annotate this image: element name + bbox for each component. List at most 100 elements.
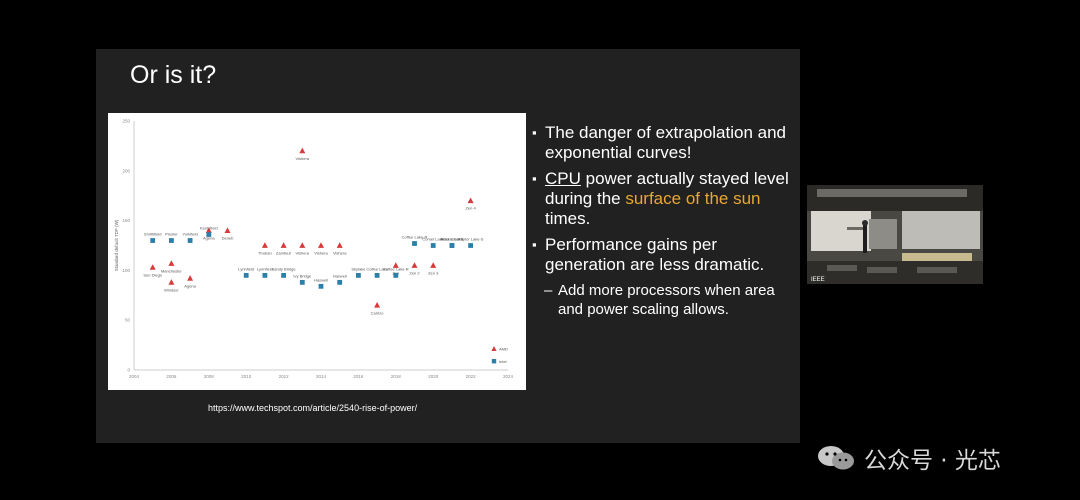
amd-point-label: Zen 2	[409, 270, 420, 275]
amd-data-point	[187, 275, 194, 281]
x-tick-label: 2020	[428, 374, 439, 379]
intel-data-point	[243, 272, 249, 278]
intel-data-point	[449, 243, 455, 248]
amd-point-label: Zen	[392, 270, 399, 275]
intel-data-point	[150, 238, 156, 243]
intel-point-label: Coffee Lake	[366, 266, 388, 271]
sub-bullet-text: Add more processors when area and power …	[558, 282, 775, 318]
y-tick-label: 250	[122, 119, 130, 124]
bullet-list: The danger of extrapolation and exponent…	[532, 123, 794, 319]
intel-data-point	[356, 272, 361, 278]
intel-point-label: Haswell	[314, 277, 328, 282]
amd-data-point	[224, 227, 231, 233]
tdp-scatter-chart: 0 50 100 150 200 250 2004 2006 2008 2010 2012 2014 2…	[114, 119, 514, 380]
lecture-hall-scene: IEEE	[807, 185, 983, 284]
intel-data-point	[187, 238, 193, 243]
amd-point-label: Deneb	[222, 236, 235, 241]
amd-data-point	[467, 197, 474, 204]
wechat-icon	[818, 446, 854, 470]
amd-point-label: Vishera	[296, 156, 310, 161]
amd-data-point	[299, 147, 306, 154]
intel-point-label: Rocket Lake	[441, 237, 464, 242]
bullet-item: Performance gains per generation are les…	[532, 235, 794, 275]
y-tick-label: 150	[122, 218, 130, 223]
intel-data-point	[262, 272, 268, 278]
amd-data-point	[411, 262, 418, 268]
intel-point-label: Coffee Lake-R	[402, 235, 428, 240]
chart-panel: 0 50 100 150 200 250 2004 2006 2008 2010 2012 2014 2…	[108, 113, 526, 390]
amd-data-point	[149, 264, 156, 270]
wechat-watermark: 公众号 · 光芯	[816, 441, 1001, 475]
intel-data-point	[281, 272, 286, 278]
intel-point-label: Kentsfield	[200, 226, 218, 231]
y-tick-label: 0	[127, 368, 130, 373]
intel-data-point	[412, 241, 417, 246]
y-tick-label: 100	[122, 268, 130, 273]
bullet-item: CPU power actually stayed level during t…	[532, 169, 794, 229]
intel-data-point	[206, 232, 212, 237]
x-tick-label: 2010	[241, 374, 252, 379]
bullet-text: times.	[545, 209, 591, 228]
amd-data-point	[299, 242, 306, 248]
intel-point-label: Skylake	[351, 266, 366, 271]
y-tick-label: 50	[125, 318, 131, 323]
intel-point-label: Coffee Lake-R	[383, 266, 409, 271]
intel-point-label: Ivy Bridge	[293, 273, 312, 278]
bullet-text: power actually stayed level during the	[545, 169, 789, 208]
amd-data-point	[205, 227, 212, 233]
slide-title: Or is it?	[130, 61, 217, 89]
amd-point-label: Vishera	[314, 251, 328, 256]
bullet-text: surface of the sun	[625, 189, 761, 208]
x-tick-label: 2022	[466, 374, 477, 379]
amd-data-point	[318, 242, 324, 248]
video-overlay-label: IEEE	[811, 277, 825, 283]
intel-data-point	[169, 238, 174, 243]
watermark-text: 公众号 · 光芯	[864, 448, 1001, 474]
y-axis-label: Standard default TDP (W)	[114, 219, 119, 271]
amd-data-point	[168, 279, 175, 285]
amd-point-label: Agena	[184, 283, 196, 288]
bullet-text: The danger of extrapolation and exponent…	[545, 123, 787, 162]
x-tick-label: 2006	[166, 374, 177, 379]
intel-data-point	[318, 283, 324, 289]
intel-point-label: Haswell	[333, 273, 347, 278]
x-tick-label: 2016	[353, 374, 364, 379]
intel-point-label: Raptor Lake-S	[458, 237, 484, 242]
y-tick-label: 200	[122, 168, 130, 173]
legend-intel-marker	[491, 359, 497, 364]
amd-data-point	[261, 242, 268, 248]
amd-data-point	[430, 262, 437, 268]
bullet-text: Performance gains per generation are les…	[545, 235, 765, 274]
amd-data-point	[280, 242, 287, 248]
intel-point-label: Smithfield	[144, 232, 162, 237]
sub-bullet-item: – Add more processors when area and power…	[532, 281, 794, 319]
intel-data-point	[299, 279, 305, 285]
sub-bullet-dash: –	[544, 282, 553, 299]
amd-data-point	[168, 260, 175, 266]
intel-data-point	[430, 243, 436, 248]
amd-point-label: Agena	[203, 236, 215, 241]
legend-amd-marker	[491, 346, 497, 351]
intel-data-point	[468, 243, 473, 248]
legend-amd-label: AMD	[499, 347, 508, 352]
amd-data-point	[336, 242, 343, 248]
legend-intel-label: Intel	[499, 359, 507, 364]
amd-point-label: Thuban	[258, 251, 272, 256]
amd-point-label: Zen 4	[465, 206, 476, 211]
presentation-slide: Or is it? 0 50 100 150 200 250 2004 2006 2008 201…	[96, 49, 800, 443]
bullet-text: CPU	[545, 169, 581, 188]
speaker-video-thumbnail[interactable]: IEEE	[807, 185, 983, 284]
x-tick-label: 2014	[316, 374, 327, 379]
intel-data-point	[393, 272, 399, 278]
x-tick-label: 2004	[129, 374, 140, 379]
amd-point-label: Carrizo	[371, 310, 385, 315]
intel-point-label: Sandy Bridge	[272, 266, 297, 271]
intel-data-point	[374, 272, 380, 278]
bullet-item: The danger of extrapolation and exponent…	[532, 123, 794, 163]
intel-point-label: Comet Lake	[422, 237, 444, 242]
x-tick-label: 2008	[204, 374, 215, 379]
intel-point-label: Lynnfield	[238, 266, 254, 271]
source-link[interactable]: https://www.techspot.com/article/2540-ri…	[208, 403, 418, 413]
amd-point-label: Windsor	[164, 287, 179, 292]
intel-data-point	[337, 279, 343, 285]
